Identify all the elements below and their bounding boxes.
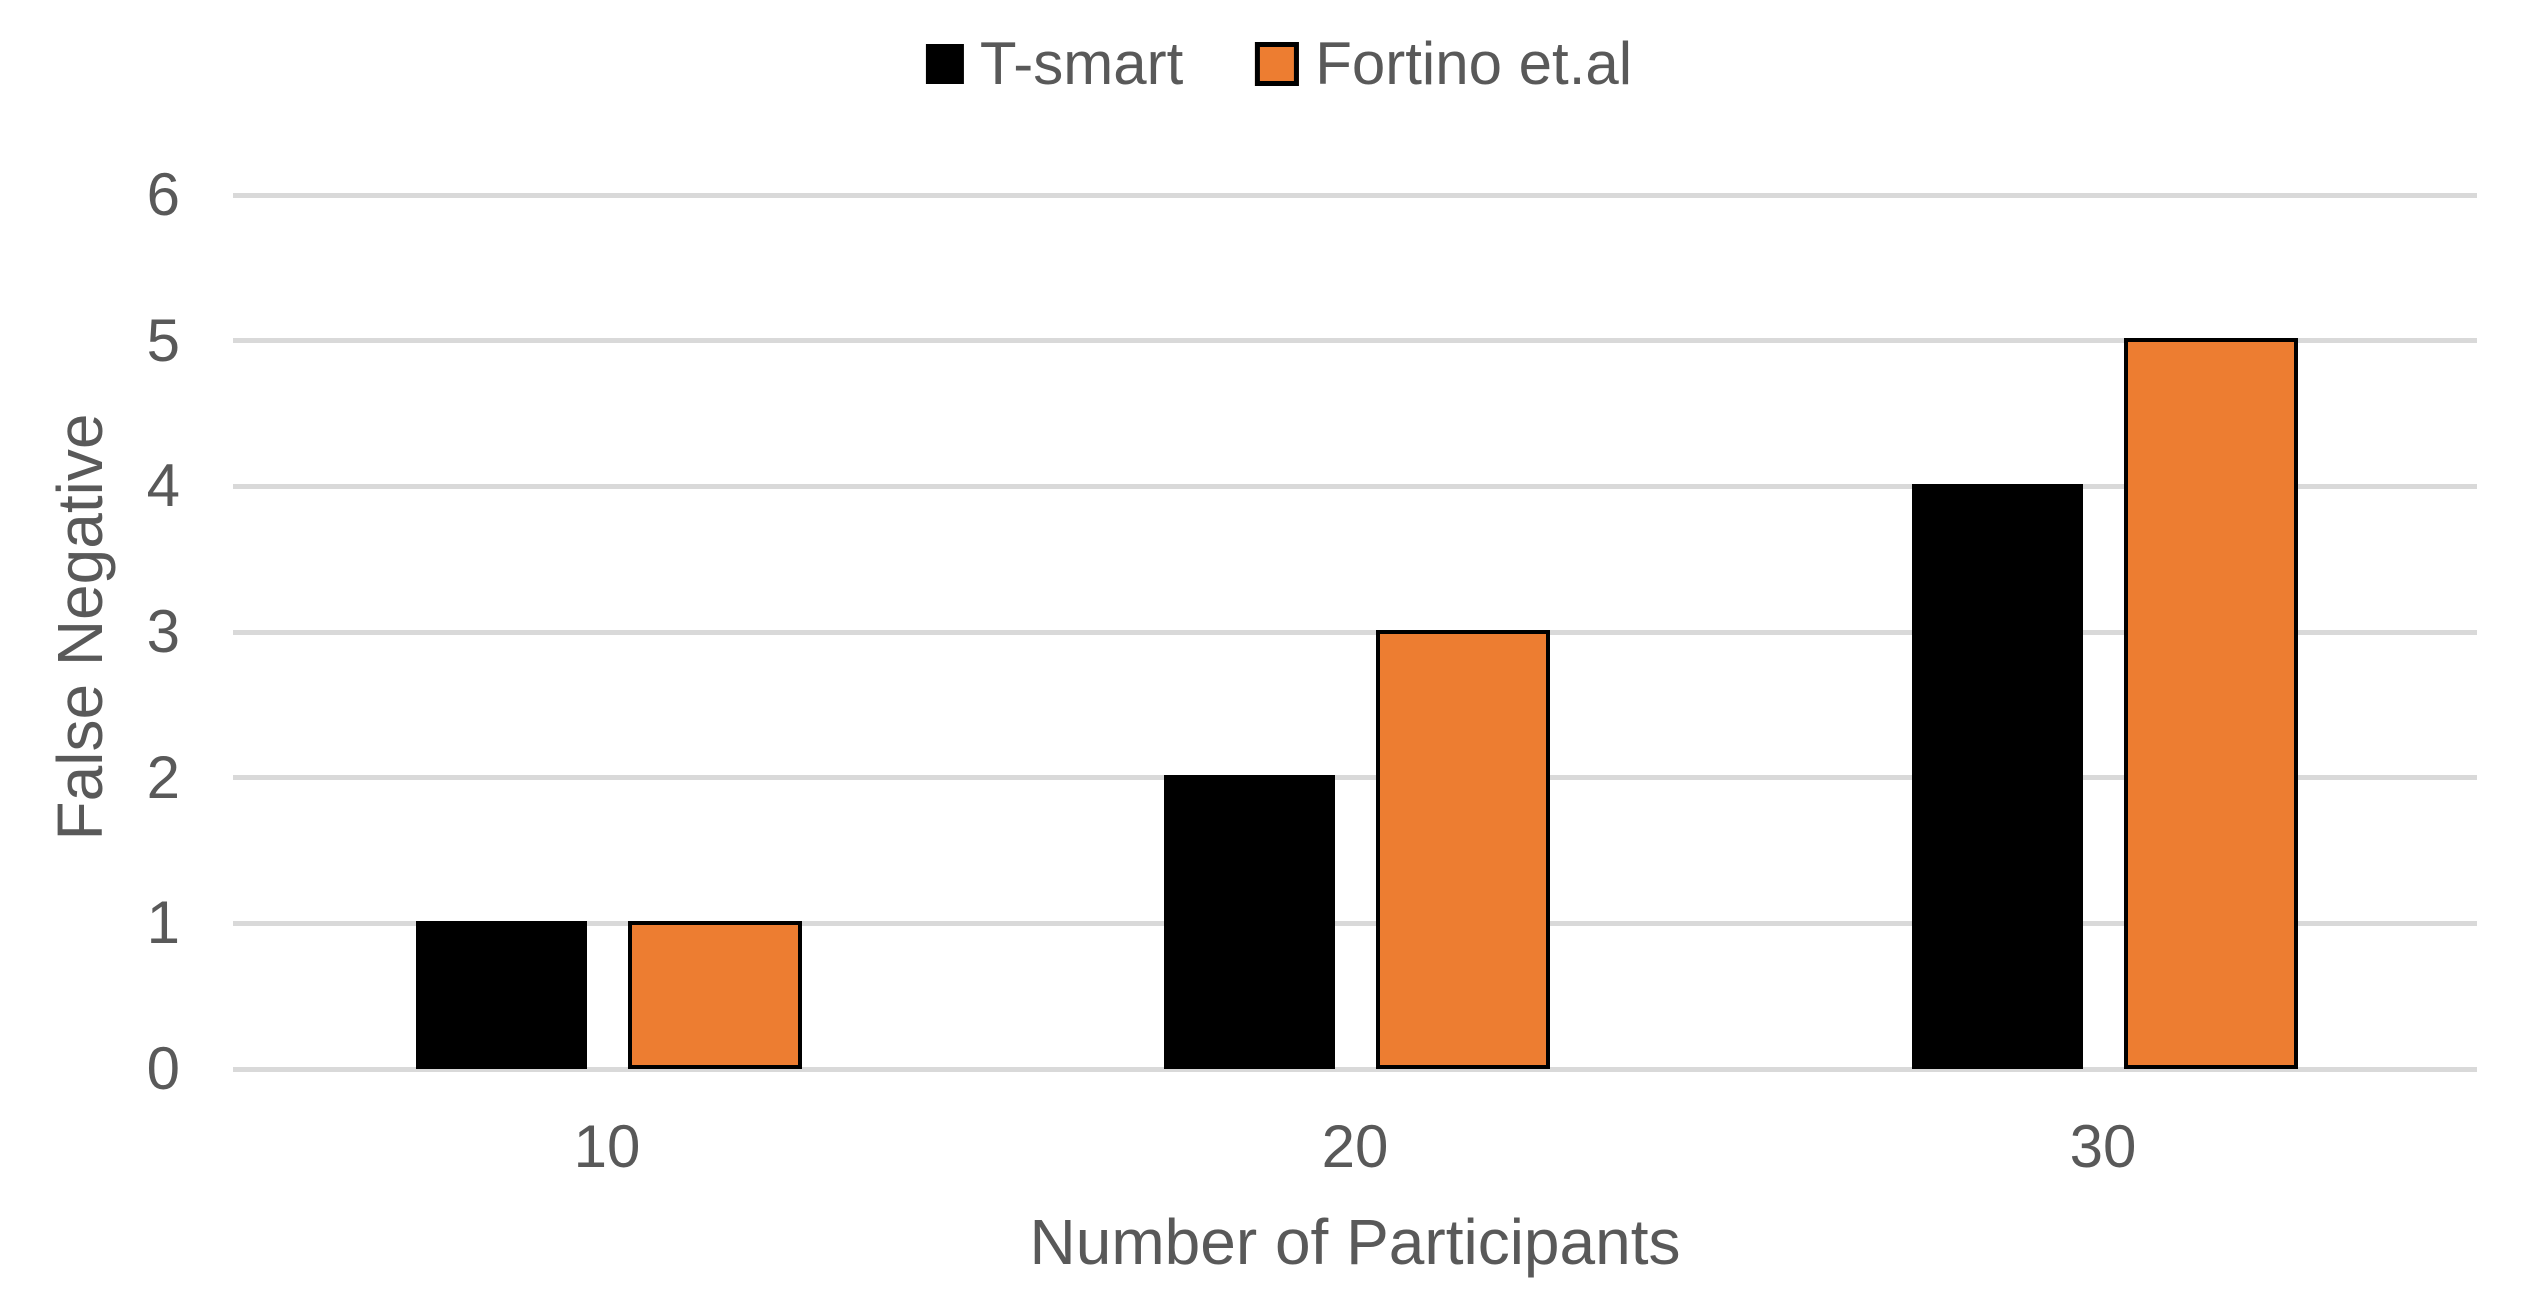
gridline-0: [233, 1066, 2477, 1072]
x-tick-label-10: 10: [573, 1113, 641, 1180]
bar-fortino-et-al-10: [627, 920, 802, 1069]
y-tick-label-1: 1: [146, 889, 180, 957]
y-tick-label-4: 4: [146, 452, 180, 520]
plot-area: [233, 192, 2477, 1072]
x-tick-label-20: 20: [1321, 1113, 1389, 1180]
gridline-5: [233, 338, 2477, 344]
bar-t-smart-10: [415, 920, 587, 1069]
y-tick-label-6: 6: [146, 161, 180, 228]
legend-swatch-t-smart-icon: [925, 44, 964, 84]
bar-t-smart-30: [1911, 483, 2083, 1069]
x-axis-title: Number of Participants: [1029, 1206, 1681, 1278]
gridline-4: [233, 483, 2477, 489]
y-tick-label-5: 5: [146, 306, 180, 374]
gridline-1: [233, 920, 2477, 926]
gridline-6: [233, 192, 2477, 198]
y-tick-label-3: 3: [146, 598, 180, 665]
legend-item-fortino: Fortino et.al: [1255, 34, 1632, 94]
bar-fortino-et-al-20: [1375, 629, 1550, 1069]
y-tick-label-0: 0: [146, 1035, 180, 1102]
gridline-2: [233, 775, 2477, 781]
legend-item-t-smart: T-smart: [925, 30, 1184, 97]
legend-label-fortino: Fortino et.al: [1315, 30, 1633, 97]
gridline-3: [233, 629, 2477, 635]
legend-swatch-fortino-icon: [1255, 42, 1300, 86]
x-tick-label-30: 30: [2069, 1113, 2137, 1180]
legend-label-t-smart: T-smart: [979, 30, 1184, 97]
legend: T-smart Fortino et.al: [925, 30, 1632, 97]
y-tick-label-2: 2: [146, 743, 180, 811]
bar-fortino-et-al-30: [2123, 338, 2298, 1069]
bar-t-smart-20: [1163, 775, 1335, 1069]
